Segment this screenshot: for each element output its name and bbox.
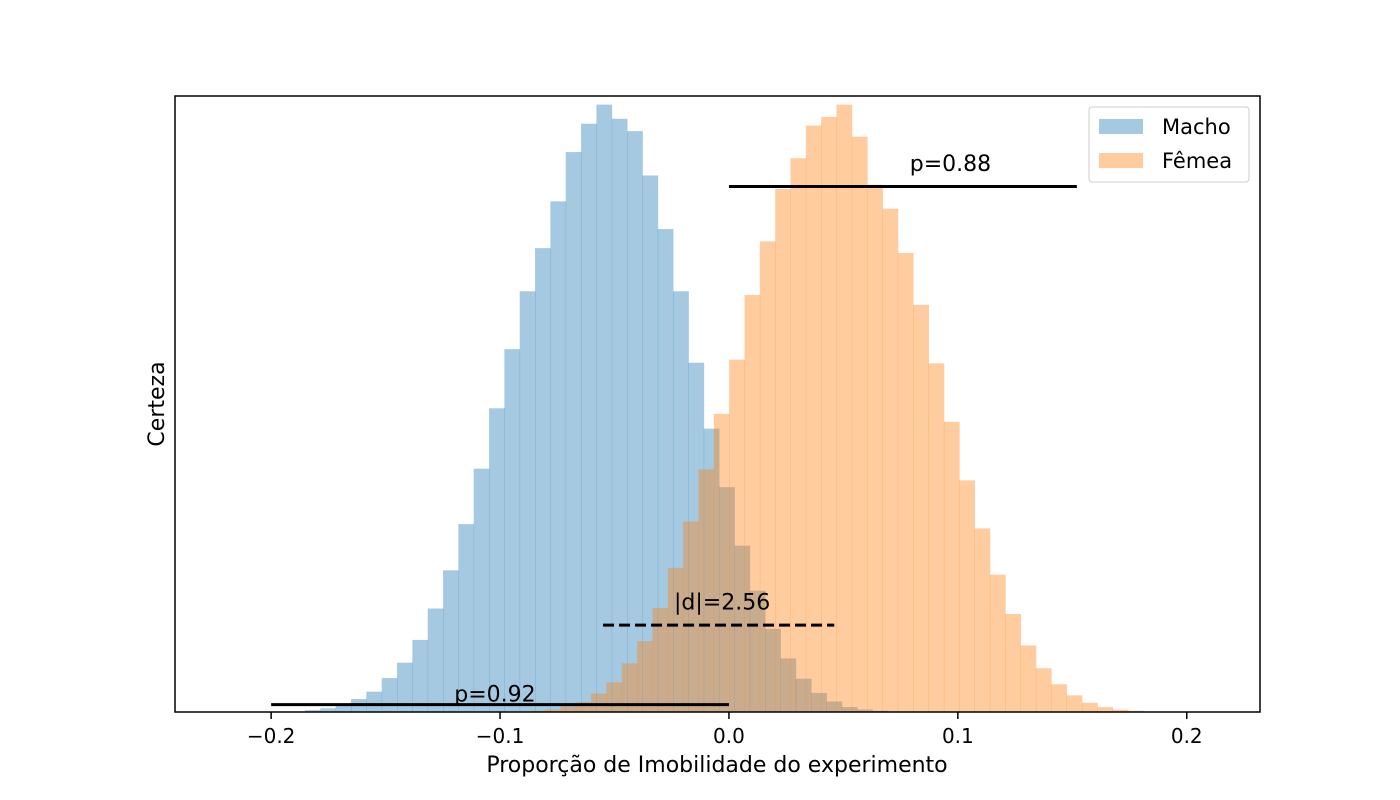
histogram-bar bbox=[1081, 702, 1098, 712]
x-tick-label: 0.2 bbox=[1171, 724, 1203, 748]
histogram-bar bbox=[749, 590, 766, 712]
x-axis-label: Proporção de Imobilidade do experimento bbox=[486, 753, 947, 778]
histogram-bar bbox=[795, 678, 812, 712]
histogram-bar bbox=[857, 709, 873, 712]
x-tick-label: −0.2 bbox=[247, 724, 296, 748]
histogram-bar bbox=[366, 691, 383, 712]
histogram-bar bbox=[581, 123, 597, 713]
histogram-bar bbox=[943, 421, 960, 712]
histogram-bar bbox=[335, 704, 352, 712]
legend-swatch-macho bbox=[1099, 119, 1143, 134]
histogram-bar bbox=[535, 248, 551, 713]
histogram-bar bbox=[734, 545, 751, 712]
histogram-bar bbox=[606, 682, 623, 712]
histogram-bar bbox=[897, 253, 914, 712]
histogram-bar bbox=[565, 152, 582, 712]
legend-label-macho: Macho bbox=[1162, 115, 1231, 139]
histogram-bar bbox=[504, 349, 521, 712]
annotation-label: p=0.92 bbox=[454, 683, 535, 708]
histogram-bar bbox=[611, 118, 628, 713]
histogram-bar bbox=[621, 663, 638, 712]
histogram-bar bbox=[642, 175, 659, 713]
histogram-bar bbox=[805, 125, 822, 713]
histogram-bar bbox=[473, 468, 490, 712]
histogram-bar bbox=[1097, 707, 1113, 712]
histogram-bar bbox=[703, 428, 720, 712]
histogram-bar bbox=[1020, 645, 1037, 712]
histogram-bar bbox=[637, 641, 653, 712]
histogram-bar bbox=[765, 628, 781, 712]
histogram-bar bbox=[596, 104, 613, 712]
histogram-bar bbox=[913, 304, 929, 712]
histogram-bar bbox=[320, 708, 337, 712]
histogram-bars bbox=[305, 104, 1144, 713]
plot-frame bbox=[174, 95, 1261, 713]
histogram-bar bbox=[759, 241, 776, 712]
histogram-bar bbox=[443, 570, 459, 712]
histogram-bar bbox=[811, 692, 827, 712]
histogram-bar bbox=[1112, 709, 1129, 712]
histogram-bar bbox=[560, 706, 577, 712]
histogram-bar bbox=[867, 184, 883, 713]
histogram-bar bbox=[1005, 614, 1021, 712]
histogram-bar bbox=[397, 662, 413, 712]
histogram-bar bbox=[928, 363, 945, 712]
histogram-bar bbox=[729, 359, 745, 712]
histogram-bar bbox=[744, 294, 761, 712]
histogram-bar bbox=[826, 701, 843, 712]
y-axis-label: Certeza bbox=[145, 361, 170, 446]
histogram-bar bbox=[1066, 695, 1083, 712]
histogram-bar bbox=[412, 639, 429, 712]
histogram-bar bbox=[381, 678, 398, 712]
x-tick-label: 0.1 bbox=[942, 724, 974, 748]
histogram-bar bbox=[545, 709, 561, 712]
histogram-bar bbox=[719, 487, 735, 712]
histogram-bar bbox=[713, 413, 730, 712]
histogram-bar bbox=[550, 201, 567, 712]
histogram-bar bbox=[959, 480, 975, 712]
legend: Macho Fêmea bbox=[1088, 106, 1250, 183]
histogram-bar bbox=[458, 524, 475, 712]
histogram-bar bbox=[427, 608, 444, 712]
annotations: p=0.88 |d|=2.56 p=0.92 bbox=[271, 152, 1077, 708]
annotation-label: p=0.88 bbox=[910, 152, 991, 177]
histogram-bar bbox=[673, 291, 689, 712]
legend-box bbox=[1088, 106, 1250, 183]
x-axis-ticks: −0.2 −0.1 0.0 0.1 0.2 bbox=[247, 712, 1203, 748]
histogram-bar bbox=[989, 574, 1006, 712]
histogram-bar bbox=[974, 528, 991, 712]
histogram-bar bbox=[575, 702, 592, 712]
annotation-label: |d|=2.56 bbox=[674, 591, 770, 616]
histogram-bar bbox=[627, 131, 643, 712]
histogram-bar bbox=[790, 158, 807, 712]
legend-label-femea: Fêmea bbox=[1162, 149, 1232, 173]
histogram-bar bbox=[851, 136, 868, 712]
histogram-bar bbox=[1051, 684, 1067, 712]
histogram-bar bbox=[489, 408, 505, 712]
histogram-bar bbox=[821, 116, 837, 713]
x-tick-label: −0.1 bbox=[476, 724, 525, 748]
histogram-bar bbox=[683, 521, 699, 712]
histogram-bar bbox=[305, 710, 321, 712]
histogram-bar bbox=[836, 104, 853, 712]
series-1 bbox=[529, 104, 1144, 713]
histogram-bar bbox=[591, 693, 607, 712]
histogram-bar bbox=[841, 707, 858, 712]
histogram-bar bbox=[652, 607, 669, 712]
histogram-bar bbox=[667, 567, 684, 712]
histogram-bar bbox=[882, 208, 899, 712]
histogram-bar bbox=[1035, 668, 1052, 712]
histogram-bar bbox=[657, 229, 674, 712]
x-tick-label: 0.0 bbox=[713, 724, 745, 748]
histogram-bar bbox=[519, 291, 536, 712]
histogram-bar bbox=[780, 658, 797, 712]
legend-swatch-femea bbox=[1099, 153, 1143, 168]
histogram-bar bbox=[775, 189, 791, 713]
histogram-bar bbox=[698, 469, 715, 712]
